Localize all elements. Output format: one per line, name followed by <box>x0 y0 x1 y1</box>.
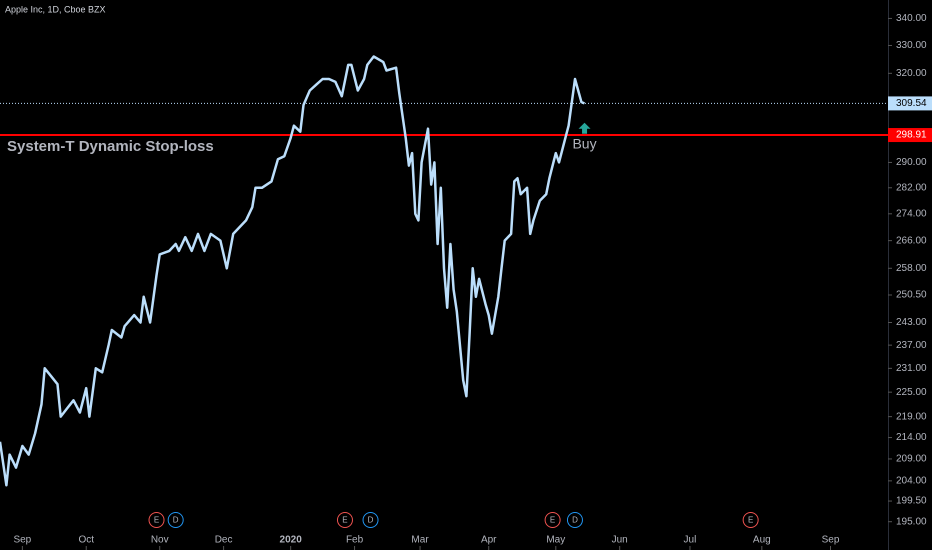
buy-arrow <box>578 122 591 134</box>
last-price-box <box>888 96 932 111</box>
y-tick-label: 204.00 <box>896 476 927 487</box>
y-tick-label: 274.00 <box>896 208 927 219</box>
x-tick-label: Sep <box>822 535 840 546</box>
y-tick-label: 290.00 <box>896 157 927 168</box>
x-tick-label: Nov <box>151 535 169 546</box>
event-badge <box>336 512 353 528</box>
stop-loss-price: 298.91 <box>896 130 927 141</box>
event-badge <box>148 512 165 528</box>
price-line <box>0 55 585 487</box>
y-tick-label: 237.00 <box>896 340 927 351</box>
event-label: E <box>550 516 555 525</box>
x-tick-label: Sep <box>13 535 31 546</box>
x-tick-label: May <box>546 535 565 546</box>
stop-loss-label: System-T Dynamic Stop-loss <box>7 138 214 155</box>
event-badge <box>566 512 583 528</box>
event-label: E <box>154 516 159 525</box>
event-badge <box>742 512 759 528</box>
y-tick-label: 231.00 <box>896 363 927 374</box>
symbol-legend: Apple Inc, 1D, Cboe BZX <box>5 4 106 14</box>
x-tick-label: Mar <box>411 535 429 546</box>
event-label: D <box>173 516 179 525</box>
y-tick-label: 320.00 <box>896 68 927 79</box>
x-tick-label: Apr <box>481 535 497 546</box>
event-badge <box>544 512 561 528</box>
event-label: E <box>342 516 347 525</box>
y-tick-label: 225.00 <box>896 387 927 398</box>
y-tick-label: 330.00 <box>896 40 927 51</box>
event-label: E <box>748 516 753 525</box>
y-tick-label: 340.00 <box>896 13 927 24</box>
y-tick-label: 195.00 <box>896 516 927 527</box>
y-tick-label: 266.00 <box>896 235 927 246</box>
buy-label: Buy <box>572 135 596 151</box>
y-tick-label: 258.00 <box>896 263 927 274</box>
event-label: D <box>572 516 578 525</box>
x-tick-label: Oct <box>78 535 94 546</box>
y-tick-label: 199.50 <box>896 496 927 507</box>
x-tick-label: Jun <box>612 535 628 546</box>
event-badge <box>167 512 184 528</box>
event-badge <box>362 512 379 528</box>
stop-loss-price-box <box>888 128 932 143</box>
x-tick-label: Aug <box>753 535 771 546</box>
y-tick-label: 214.00 <box>896 432 927 443</box>
y-tick-label: 219.00 <box>896 411 927 422</box>
y-tick-label: 282.00 <box>896 182 927 193</box>
x-tick-label: 2020 <box>280 535 303 546</box>
y-tick-label: 209.00 <box>896 454 927 465</box>
event-label: D <box>368 516 374 525</box>
x-tick-label: Feb <box>346 535 364 546</box>
last-price-label: 309.54 <box>896 98 927 109</box>
x-tick-label: Dec <box>215 535 233 546</box>
y-tick-label: 250.50 <box>896 290 927 301</box>
y-tick-label: 243.00 <box>896 317 927 328</box>
x-tick-label: Jul <box>684 535 697 546</box>
